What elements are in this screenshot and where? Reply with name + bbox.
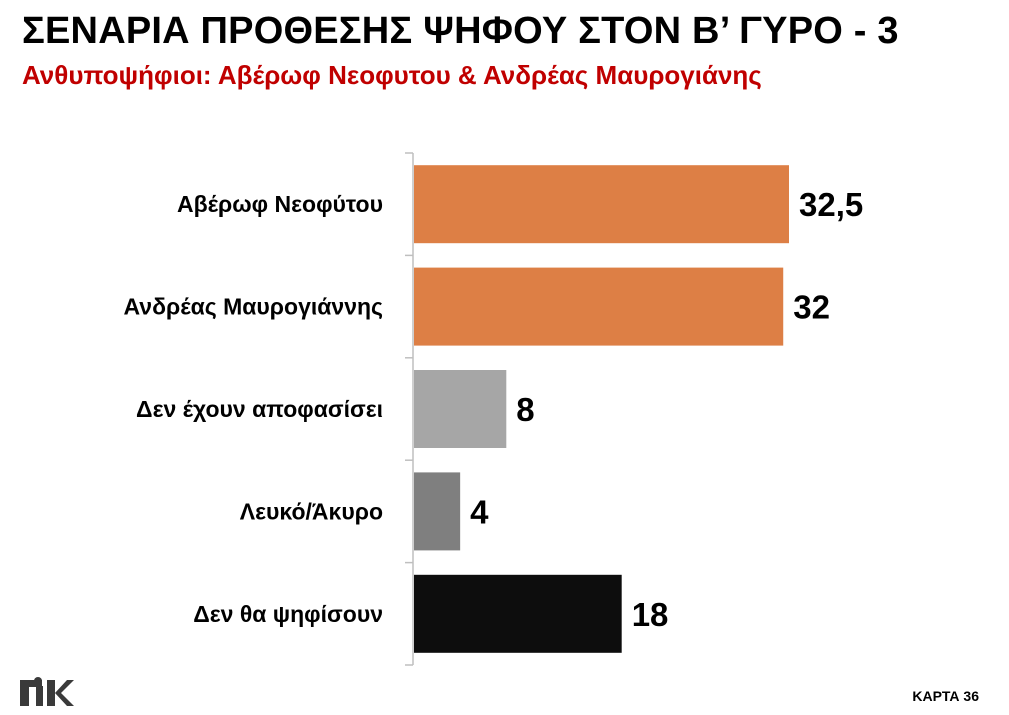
category-label: Ανδρέας Μαυρογιάννης <box>124 294 384 320</box>
category-label: Δεν θα ψηφίσουν <box>193 601 383 627</box>
bar <box>414 370 507 448</box>
bar <box>414 267 784 346</box>
data-label: 18 <box>632 596 669 633</box>
data-label: 4 <box>470 493 489 530</box>
data-label: 32,5 <box>799 186 863 223</box>
category-label: Λευκό/Άκυρο <box>240 498 383 524</box>
page-code: ΚΑΡΤΑ 36 <box>912 688 979 704</box>
category-label: Αβέρωφ Νεοφύτου <box>177 191 383 217</box>
page-title: ΣΕΝΑΡΙΑ ΠΡΟΘΕΣΗΣ ΨΗΦΟΥ ΣΤΟΝ Β’ ΓΥΡΟ - 3 <box>22 10 899 52</box>
data-label: 8 <box>516 391 534 428</box>
bar <box>414 472 461 551</box>
category-label: Δεν έχουν αποφασίσει <box>136 396 383 422</box>
page-subtitle: Ανθυποψήφιοι: Αβέρωφ Νεοφυτου & Ανδρέας … <box>22 60 762 90</box>
data-label: 32 <box>793 289 830 326</box>
bar <box>414 165 789 244</box>
rik-logo <box>20 677 74 706</box>
bar <box>414 574 622 653</box>
